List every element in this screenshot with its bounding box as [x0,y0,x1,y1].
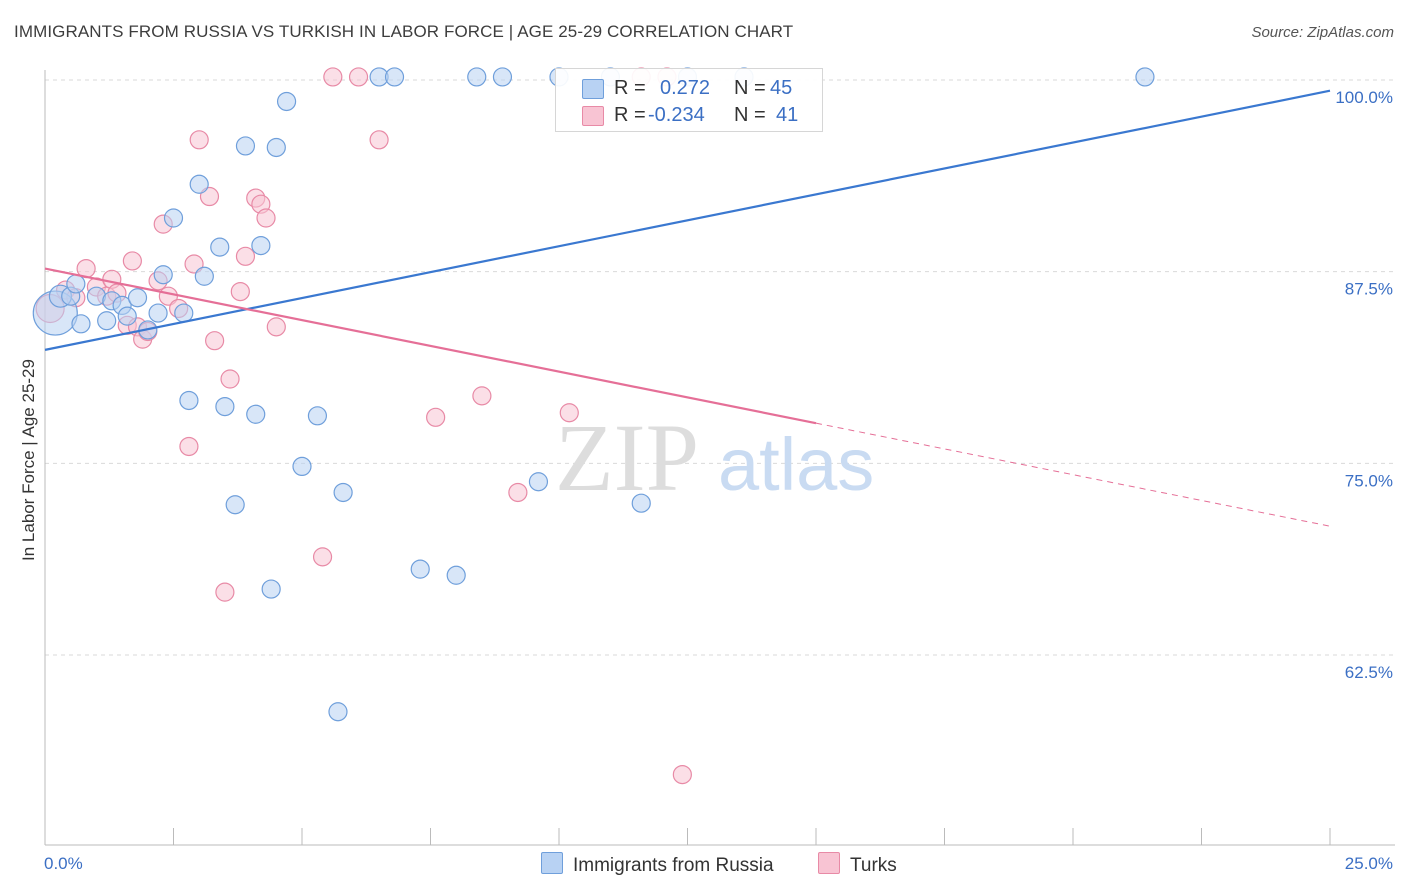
chart-title: IMMIGRANTS FROM RUSSIA VS TURKISH IN LAB… [14,22,794,41]
source-label: Source: ZipAtlas.com [1251,24,1394,41]
legend-swatch-turks [582,106,604,126]
russia-point-27 [276,91,297,112]
turks-point-34 [426,407,446,427]
legend-row-turks: R = -0.234 N = 41 [556,101,822,129]
turks-point-36 [508,482,528,503]
russia-point-17 [189,174,209,194]
turks-point-33 [369,130,389,150]
russia-point-29 [307,406,328,426]
legend-n-label: N = [734,104,766,126]
russia-point-14 [163,208,184,228]
russia-point-37 [492,67,513,87]
russia-point-9 [117,306,137,326]
russia-point-41 [631,493,651,513]
russia-point-36 [467,67,487,87]
x-tick-label-1: 25.0% [1345,854,1393,873]
legend-r-value-russia: 0.272 [660,77,711,99]
russia-point-38 [528,472,549,492]
axes [44,70,1395,846]
stats-legend: R = 0.272 N = 45 R = -0.234 N = 41 [555,68,823,132]
trend-lines [44,89,1331,527]
turks-point-22 [215,582,235,602]
trend-line-russia [44,89,1331,351]
y-axis-label: In Labor Force | Age 25-29 [19,359,38,561]
russia-point-19 [210,237,230,257]
legend-r-label: R = [614,104,646,126]
russia-point-21 [225,495,245,515]
watermark: ZIP atlas [555,404,874,511]
bottom-legend-swatch-turks [818,852,840,874]
russia-point-18 [194,266,214,286]
turks-point-18 [184,254,204,274]
legend-r-value-turks: -0.234 [648,104,705,126]
russia-point-16 [179,390,199,411]
turks-point-29 [266,317,286,337]
turks-point-21 [205,331,225,351]
turks-point-31 [323,67,343,87]
legend-swatch-russia [582,79,604,99]
bottom-legend-swatch-russia [541,852,563,874]
bottom-legend-label-russia: Immigrants from Russia [573,855,774,876]
turks-point-24 [230,282,250,302]
russia-point-20 [215,397,235,417]
russia-point-6 [97,311,117,331]
russia-point-23 [246,404,266,424]
y-tick-label-1: 75.0% [1345,471,1393,490]
turks-point-19 [189,130,209,150]
russia-point-15 [174,303,194,323]
russia-point-22 [235,136,256,156]
turks-point-9 [122,251,142,271]
russia-point-10 [127,288,148,308]
bottom-legend-russia: Immigrants from Russia [541,852,774,877]
tick-labels: 62.5% 75.0% 87.5% 100.0% 0.0% 25.0% [44,88,1393,873]
russia-point-35 [446,565,466,585]
turks-point-25 [235,246,256,266]
turks-point-30 [312,547,333,567]
russia-point-25 [261,579,281,599]
y-tick-label-2: 87.5% [1345,280,1393,299]
russia-point-12 [148,303,168,323]
trend-line-turks [44,267,817,425]
legend-n-value-turks: 41 [776,104,799,126]
russia-point-28 [292,456,312,476]
russia-point-34 [410,559,430,579]
watermark-zip: ZIP [555,404,699,511]
turks-point-35 [472,386,492,406]
turks-point-17 [179,436,199,457]
legend-r-label: R = [614,77,646,99]
series-russia-points [32,67,1155,722]
trend-line-turks-extension [815,422,1331,527]
russia-point-4 [71,314,91,334]
russia-point-3 [66,274,86,294]
russia-point-26 [266,137,286,158]
russia-point-13 [153,265,173,285]
russia-point-44 [1135,67,1155,87]
russia-point-24 [251,236,271,256]
legend-n-value-russia: 45 [770,77,793,99]
russia-point-31 [333,482,353,503]
turks-point-20 [199,186,220,207]
turks-point-40 [672,764,692,785]
watermark-atlas: atlas [718,423,874,506]
y-tick-label-3: 100.0% [1335,88,1393,107]
turks-point-32 [348,67,369,87]
gridlines [45,79,1395,656]
x-tick-label-0: 0.0% [44,854,83,873]
y-tick-label-0: 62.5% [1345,663,1393,682]
turks-point-37 [559,403,579,423]
russia-point-33 [384,67,405,87]
turks-point-28 [256,208,276,228]
legend-row-russia: R = 0.272 N = 45 [556,74,822,102]
legend-n-label: N = [734,77,766,99]
turks-point-23 [220,369,240,389]
bottom-legend-turks: Turks [818,852,897,877]
bottom-legend-label-turks: Turks [850,855,897,876]
russia-point-30 [328,702,348,722]
